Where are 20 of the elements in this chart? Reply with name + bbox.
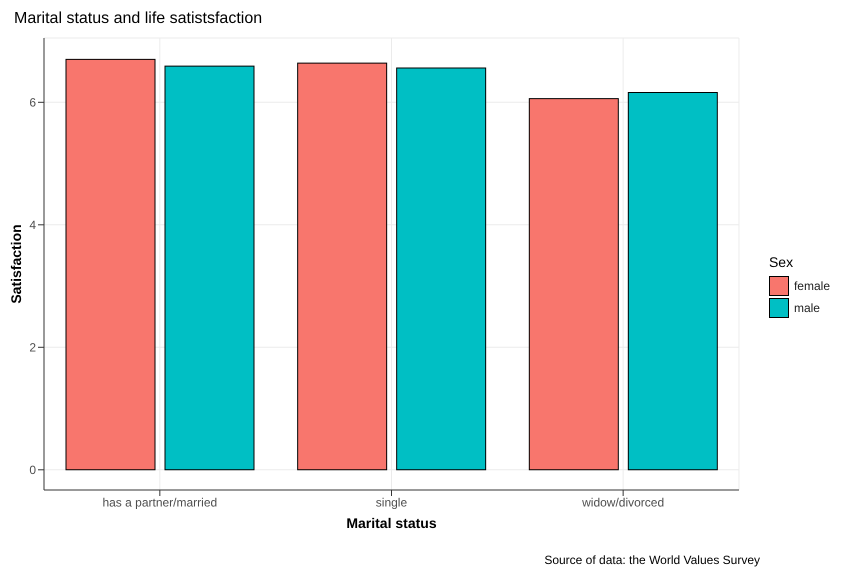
x-tick-label: has a partner/married [102, 496, 218, 510]
chart-title: Marital status and life satistsfaction [14, 10, 262, 28]
y-tick-label: 6 [29, 96, 36, 110]
bar [66, 58, 156, 470]
y-tick-label: 4 [29, 218, 36, 232]
bar [164, 66, 254, 470]
source-note: Source of data: the World Values Survey [544, 553, 760, 567]
legend-title: Sex [768, 254, 794, 270]
bar [628, 92, 718, 470]
y-tick-label: 0 [29, 463, 36, 478]
legend-label: male [794, 301, 820, 315]
legend-label: female [794, 279, 830, 293]
y-tick-label: 2 [29, 340, 36, 355]
bar [297, 62, 388, 470]
x-axis-title: Marital status [346, 515, 437, 531]
y-axis-title: Satisfaction [8, 224, 24, 304]
bar [528, 98, 619, 470]
x-tick-label: widow/divorced [581, 496, 664, 510]
x-tick-label: single [376, 496, 408, 510]
bar [396, 68, 486, 470]
